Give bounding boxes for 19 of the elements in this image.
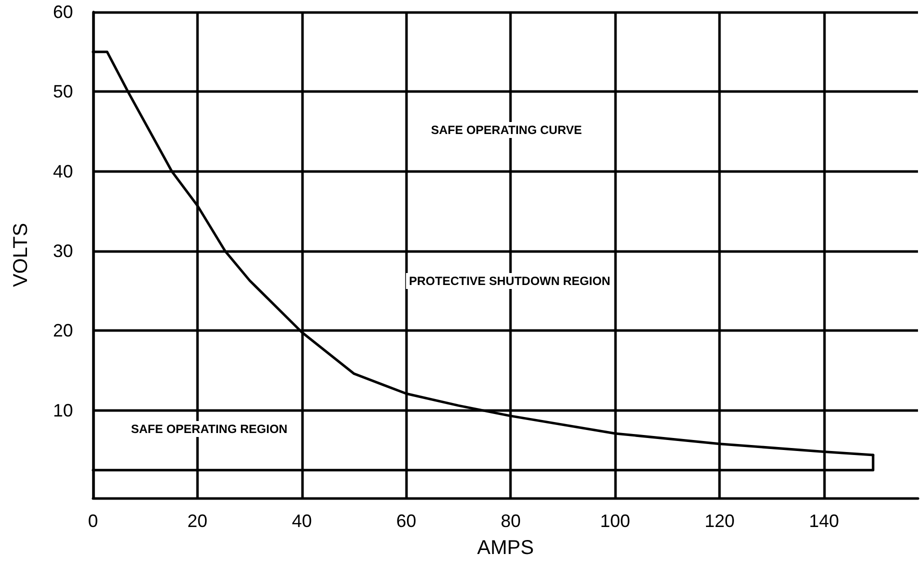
annotation: PROTECTIVE SHUTDOWN REGION <box>409 274 610 288</box>
y-axis-title: VOLTS <box>10 222 32 288</box>
y-tick-label: 10 <box>52 400 73 420</box>
x-tick-label: 20 <box>187 511 208 531</box>
x-tick-label: 80 <box>500 511 521 531</box>
x-tick-label: 60 <box>396 511 416 531</box>
y-tick-label: 60 <box>52 2 73 22</box>
x-tick-label: 140 <box>808 511 840 531</box>
x-axis-title: AMPS <box>477 537 534 559</box>
x-tick-label: 100 <box>600 511 630 531</box>
annotation: SAFE OPERATING REGION <box>131 422 288 436</box>
x-tick-label: 0 <box>88 511 98 531</box>
y-tick-label: 50 <box>52 82 73 102</box>
annotation: SAFE OPERATING CURVE <box>431 123 582 137</box>
y-tick-label: 40 <box>52 161 73 182</box>
y-tick-label: 30 <box>52 241 73 262</box>
x-tick-label: 40 <box>292 511 312 531</box>
y-tick-label: 20 <box>52 320 73 341</box>
x-tick-label: 120 <box>704 511 735 531</box>
